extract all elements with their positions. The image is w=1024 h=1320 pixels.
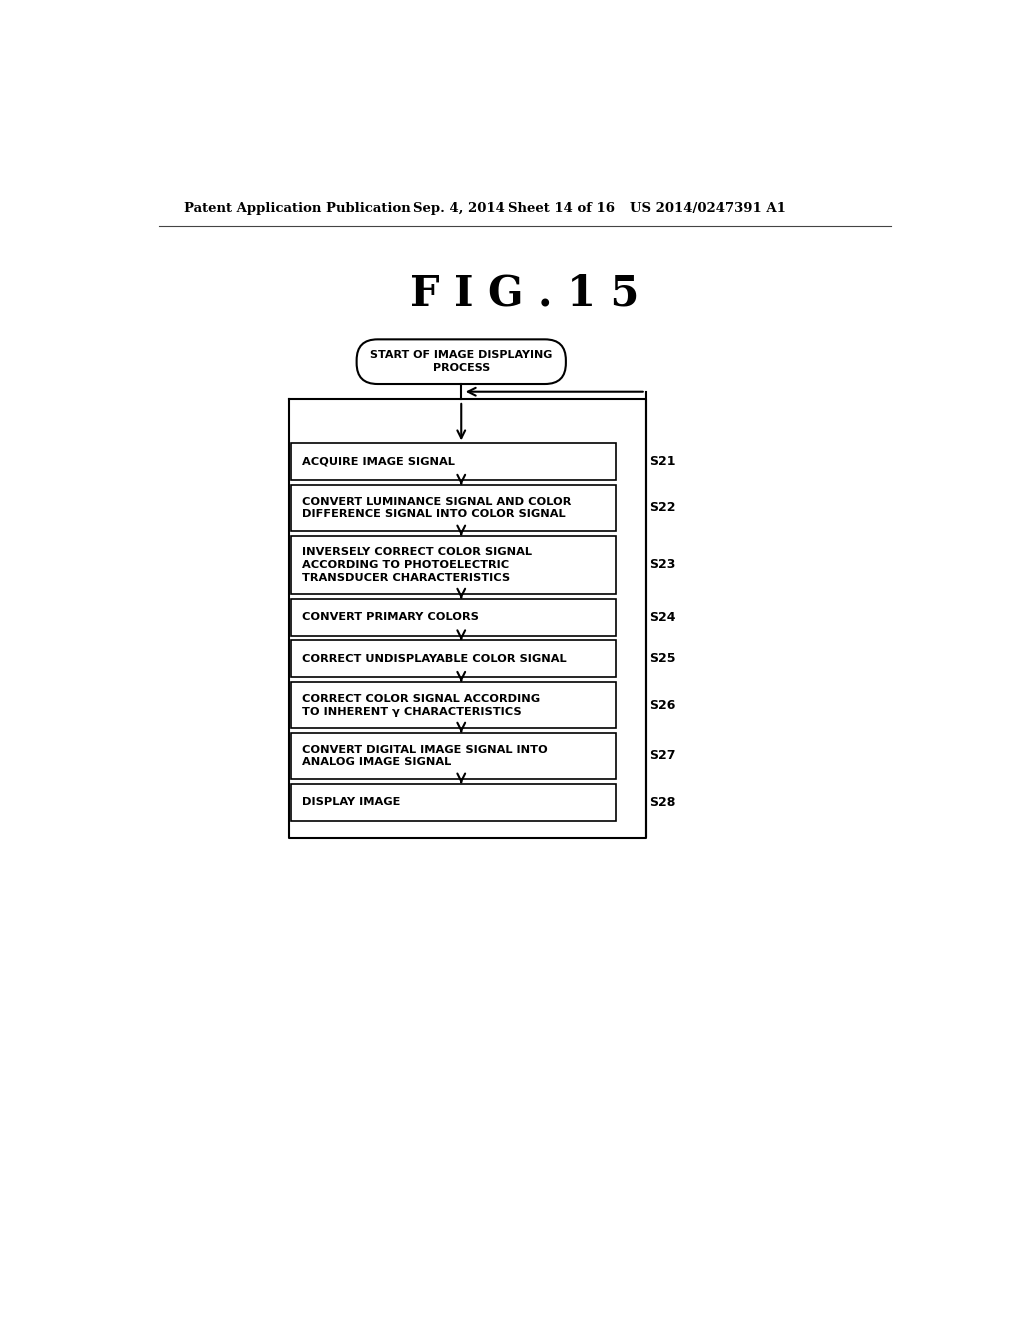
Bar: [291, 784, 616, 821]
Text: Sheet 14 of 16: Sheet 14 of 16: [508, 202, 614, 215]
Text: F I G . 1 5: F I G . 1 5: [411, 272, 639, 314]
FancyBboxPatch shape: [356, 339, 566, 384]
Text: Patent Application Publication: Patent Application Publication: [183, 202, 411, 215]
Text: CONVERT PRIMARY COLORS: CONVERT PRIMARY COLORS: [302, 612, 478, 622]
Text: S26: S26: [649, 698, 676, 711]
Text: CORRECT UNDISPLAYABLE COLOR SIGNAL: CORRECT UNDISPLAYABLE COLOR SIGNAL: [302, 653, 566, 664]
Bar: [291, 640, 616, 677]
Text: DISPLAY IMAGE: DISPLAY IMAGE: [302, 797, 400, 807]
Text: S21: S21: [649, 455, 676, 469]
Text: S28: S28: [649, 796, 676, 809]
Text: CONVERT LUMINANCE SIGNAL AND COLOR
DIFFERENCE SIGNAL INTO COLOR SIGNAL: CONVERT LUMINANCE SIGNAL AND COLOR DIFFE…: [302, 496, 571, 519]
Bar: [291, 733, 616, 779]
Bar: [291, 484, 616, 531]
Text: ACQUIRE IMAGE SIGNAL: ACQUIRE IMAGE SIGNAL: [302, 457, 455, 467]
Bar: [291, 599, 616, 636]
Text: S24: S24: [649, 611, 676, 624]
Bar: [291, 536, 616, 594]
Bar: [291, 444, 616, 480]
Text: Sep. 4, 2014: Sep. 4, 2014: [414, 202, 505, 215]
Text: CONVERT DIGITAL IMAGE SIGNAL INTO
ANALOG IMAGE SIGNAL: CONVERT DIGITAL IMAGE SIGNAL INTO ANALOG…: [302, 744, 548, 767]
Text: S23: S23: [649, 558, 676, 572]
Text: S27: S27: [649, 750, 676, 763]
Text: US 2014/0247391 A1: US 2014/0247391 A1: [630, 202, 786, 215]
Text: INVERSELY CORRECT COLOR SIGNAL
ACCORDING TO PHOTOELECTRIC
TRANSDUCER CHARACTERIS: INVERSELY CORRECT COLOR SIGNAL ACCORDING…: [302, 548, 531, 582]
Text: CORRECT COLOR SIGNAL ACCORDING
TO INHERENT γ CHARACTERISTICS: CORRECT COLOR SIGNAL ACCORDING TO INHERE…: [302, 694, 540, 717]
Bar: [291, 682, 616, 729]
Text: START OF IMAGE DISPLAYING
PROCESS: START OF IMAGE DISPLAYING PROCESS: [370, 350, 552, 374]
Text: S22: S22: [649, 502, 676, 515]
Text: S25: S25: [649, 652, 676, 665]
